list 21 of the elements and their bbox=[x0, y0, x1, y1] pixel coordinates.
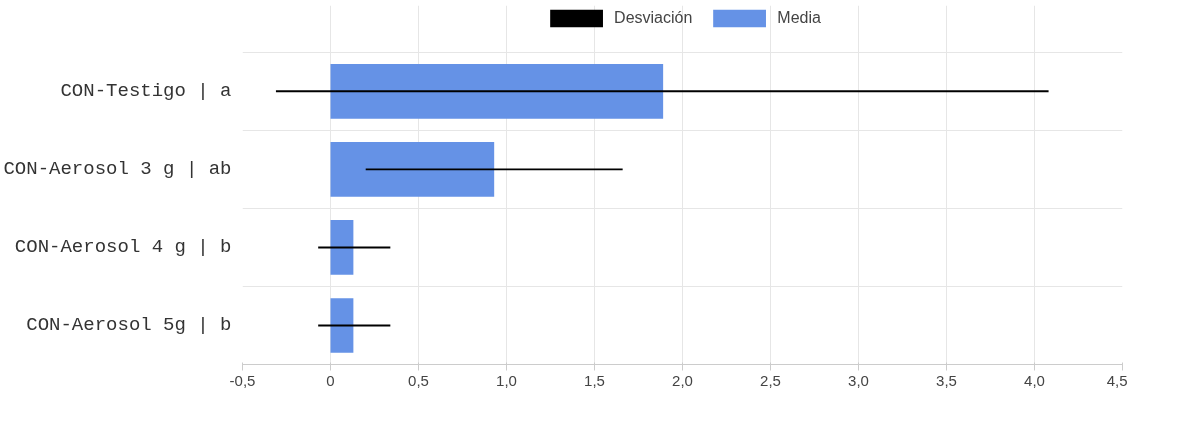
y-tick-label: CON-Testigo | a bbox=[60, 80, 232, 103]
y-tick-label: CON-Aerosol 4 g | b bbox=[14, 236, 232, 259]
x-tick-label: 1,0 bbox=[496, 371, 517, 389]
x-tick-label: -0,5 bbox=[229, 371, 256, 389]
y-tick-label: CON-Aerosol 3 g | ab bbox=[3, 158, 232, 181]
y-tick-label: CON-Aerosol 5g | b bbox=[26, 314, 232, 337]
x-tick-label: 2,0 bbox=[672, 371, 693, 389]
bar bbox=[330, 64, 664, 119]
x-tick-label: 4,0 bbox=[1024, 371, 1045, 389]
bar bbox=[330, 298, 354, 353]
legend-label: Media bbox=[777, 9, 821, 27]
legend-label: Desviación bbox=[614, 9, 693, 27]
bar bbox=[330, 220, 354, 275]
x-tick-label: 1,5 bbox=[584, 371, 605, 389]
bar bbox=[330, 142, 495, 197]
x-tick-label: 0,5 bbox=[408, 371, 429, 389]
x-tick-label: 0 bbox=[326, 371, 335, 389]
x-tick-label: 2,5 bbox=[760, 371, 781, 389]
x-tick-label: 4,5 bbox=[1106, 371, 1128, 389]
x-tick-label: 3,0 bbox=[848, 371, 869, 389]
x-tick-label: 3,5 bbox=[936, 371, 957, 389]
